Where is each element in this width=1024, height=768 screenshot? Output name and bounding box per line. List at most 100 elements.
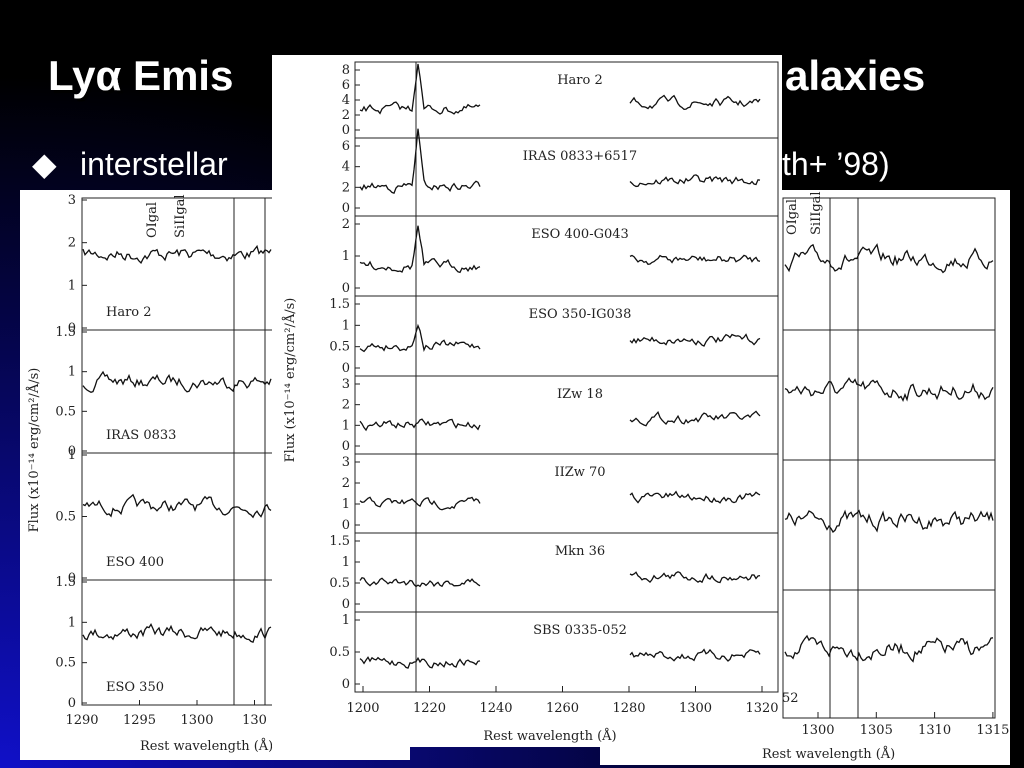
- spectrum-curve: [629, 648, 761, 662]
- y-tick-label: 1.5: [329, 534, 350, 549]
- panel-label: Mkn 36: [555, 544, 605, 559]
- y-tick-label: 1: [342, 497, 350, 512]
- y-tick-label: 3: [342, 377, 350, 392]
- axes-frame: [782, 197, 996, 719]
- panel-label: IRAS 0833+6517: [523, 149, 637, 164]
- y-tick-label: 2: [342, 217, 350, 232]
- y-tick-label: 1.5: [55, 575, 76, 590]
- y-tick-label: 0.5: [329, 645, 350, 660]
- y-tick-label: 1: [68, 365, 76, 380]
- spectrum-curve: [629, 410, 761, 427]
- spectrum-curve: [784, 509, 994, 534]
- spectrum-curve: [629, 254, 761, 266]
- x-tick-label: 1220: [413, 701, 446, 716]
- spectrum-curve: [359, 496, 481, 511]
- spectrum-curve: [784, 243, 994, 274]
- spectrum-curve: [629, 94, 761, 110]
- y-tick-label: 2: [342, 180, 350, 195]
- spectrum-curve: [629, 174, 761, 188]
- x-tick-label: 1290: [65, 713, 98, 728]
- y-tick-label: 0: [342, 439, 350, 454]
- y-tick-label: 0: [342, 677, 350, 692]
- spectrum-curve: [359, 128, 481, 195]
- y-tick-label: 0: [342, 518, 350, 533]
- panel-label: Haro 2: [557, 73, 603, 88]
- y-tick-label: 1.5: [55, 325, 76, 340]
- bullet-text: interstellar: [80, 146, 228, 182]
- x-tick-label: 1320: [745, 701, 778, 716]
- y-tick-label: 0: [342, 201, 350, 216]
- y-tick-label: 0.5: [329, 340, 350, 355]
- y-tick-label: 1: [342, 613, 350, 628]
- x-tick-label: 1200: [346, 701, 379, 716]
- y-tick-label: 2: [342, 398, 350, 413]
- y-axis-label: Flux (x10⁻¹⁴ erg/cm²/Å/s): [282, 298, 298, 463]
- y-tick-label: 1: [68, 448, 76, 463]
- axes-frame: [354, 61, 779, 693]
- line-label: OIgal: [785, 199, 800, 235]
- panel-label: ESO 400: [106, 555, 164, 570]
- x-tick-label: 1240: [479, 701, 512, 716]
- y-tick-label: 0.5: [329, 576, 350, 591]
- panel-label: IIZw 70: [554, 465, 605, 480]
- x-tick-label: 1300: [679, 701, 712, 716]
- x-tick-label: 1300: [801, 723, 834, 738]
- spectrum-curve: [359, 418, 481, 432]
- y-tick-label: 6: [342, 139, 350, 154]
- line-label: OIgal: [145, 202, 160, 238]
- y-tick-label: 1: [342, 318, 350, 333]
- panel-label: IZw 18: [557, 387, 603, 402]
- panel-label: ESO 350-IG038: [529, 307, 632, 322]
- y-tick-label: 0: [342, 281, 350, 296]
- y-tick-label: 1: [68, 278, 76, 293]
- spectrum-curve: [359, 323, 481, 353]
- spectrum-curve: [359, 656, 481, 669]
- y-tick-label: 0: [68, 696, 76, 711]
- x-tick-label: 1300: [180, 713, 213, 728]
- panel-label: ESO 350: [106, 680, 164, 695]
- spectrum-curve: [359, 225, 481, 274]
- x-axis-label: Rest wavelength (Å): [140, 738, 273, 754]
- y-axis-label: Flux (x10⁻¹⁴ erg/cm²/Å/s): [26, 368, 42, 533]
- spectrum-curve: [359, 576, 481, 588]
- y-tick-label: 0.5: [55, 510, 76, 525]
- panel-label: ESO 400-G043: [531, 227, 629, 242]
- x-tick-label: 1260: [546, 701, 579, 716]
- y-tick-label: 6: [342, 78, 350, 93]
- panel-label: Haro 2: [106, 305, 152, 320]
- bullet-icon: ◆: [32, 146, 57, 182]
- panel-label: SBS 0335-052: [533, 623, 627, 638]
- spectrum-curve: [82, 244, 272, 264]
- spectrum-curve: [82, 623, 272, 644]
- y-tick-label: 0: [68, 321, 76, 336]
- x-axis-label: Rest wavelength (Å): [762, 746, 895, 762]
- y-tick-label: 2: [342, 476, 350, 491]
- line-label: SiIIgal: [173, 194, 188, 238]
- y-tick-label: 0.5: [55, 656, 76, 671]
- y-tick-label: 0: [342, 597, 350, 612]
- y-tick-label: 1: [342, 555, 350, 570]
- bullet-text: th+ ’98): [782, 146, 890, 182]
- y-tick-label: 0: [342, 361, 350, 376]
- spectrum-curve: [784, 634, 994, 663]
- y-tick-label: 4: [342, 93, 350, 108]
- y-tick-label: 0: [68, 444, 76, 459]
- y-tick-label: 0: [342, 123, 350, 138]
- spectrum-curve: [629, 333, 761, 347]
- figure-background: [272, 55, 782, 747]
- y-tick-label: 2: [342, 108, 350, 123]
- spectrum-curve: [629, 490, 761, 504]
- x-tick-label: 1295: [123, 713, 156, 728]
- spectrum-curve: [629, 571, 761, 584]
- panel-label: 52: [782, 691, 799, 706]
- y-tick-label: 0: [68, 571, 76, 586]
- y-tick-label: 1.5: [329, 297, 350, 312]
- y-tick-label: 4: [342, 160, 350, 175]
- slide-title: Lyα Emis: [48, 52, 233, 99]
- y-tick-label: 3: [342, 455, 350, 470]
- spectrum-curve: [784, 377, 994, 403]
- x-tick-label: 1280: [612, 701, 645, 716]
